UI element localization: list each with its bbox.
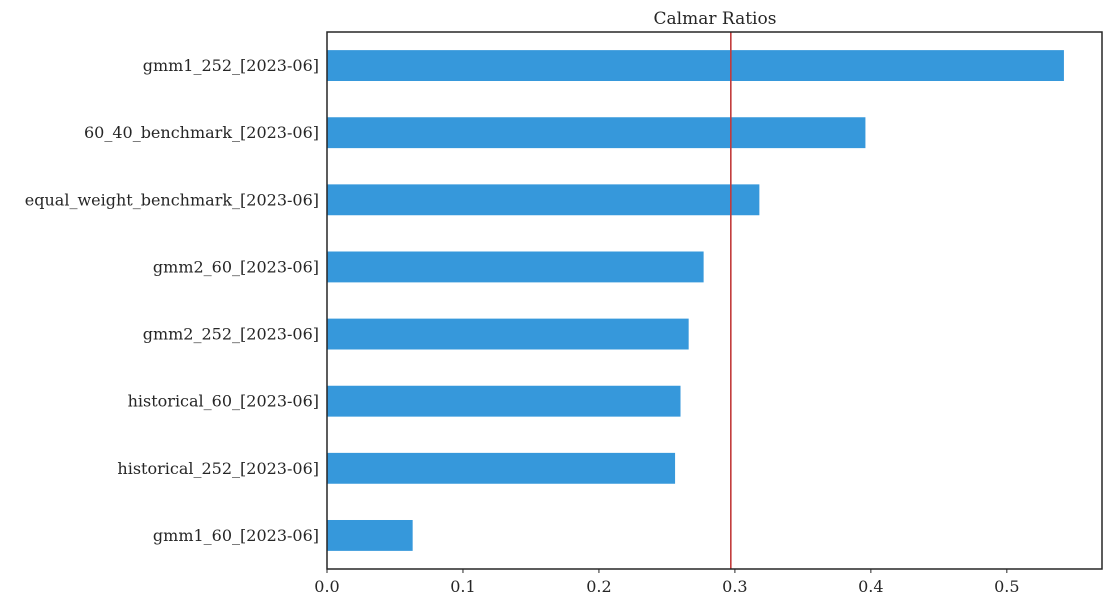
bar-7 <box>327 519 413 551</box>
y-tick-label: historical_60_[2023-06] <box>128 392 319 411</box>
y-tick-label: gmm1_252_[2023-06] <box>143 56 319 75</box>
bar-6 <box>327 452 676 484</box>
x-tick-label: 0.3 <box>722 577 747 596</box>
y-tick-label: gmm1_60_[2023-06] <box>153 526 319 545</box>
x-tick-label: 0.0 <box>314 577 339 596</box>
x-tick-label: 0.2 <box>586 577 611 596</box>
chart-title: Calmar Ratios <box>654 9 777 29</box>
bar-1 <box>327 117 866 149</box>
y-tick-label: gmm2_252_[2023-06] <box>143 325 319 344</box>
bar-4 <box>327 318 689 350</box>
x-tick-label: 0.4 <box>858 577 883 596</box>
y-tick-label: 60_40_benchmark_[2023-06] <box>84 123 319 142</box>
bar-2 <box>327 184 760 216</box>
axes-frame <box>326 31 1103 570</box>
y-tick-label: gmm2_60_[2023-06] <box>153 257 319 276</box>
y-tick-label: historical_252_[2023-06] <box>117 459 319 478</box>
bar-3 <box>327 251 704 283</box>
bar-0 <box>327 50 1064 82</box>
x-tick-label: 0.5 <box>994 577 1019 596</box>
y-tick-label: equal_weight_benchmark_[2023-06] <box>25 190 319 209</box>
bar-5 <box>327 385 681 417</box>
x-tick-label: 0.1 <box>450 577 475 596</box>
